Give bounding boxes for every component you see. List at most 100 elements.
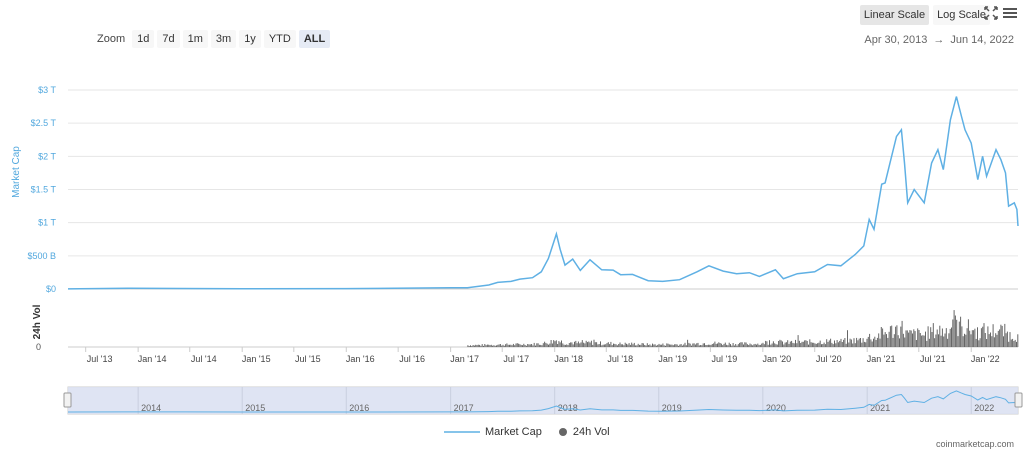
volume-bar [496,345,497,347]
x-tick-label: Jan '19 [658,354,687,364]
volume-bar [810,342,812,347]
volume-bar [780,340,782,347]
volume-bar [722,345,724,347]
volume-bar [887,337,889,347]
volume-bar [821,344,822,347]
volume-bar [678,345,679,347]
volume-bar [856,337,858,347]
volume-bar [910,330,912,347]
y-tick-label: $3 T [38,85,56,95]
volume-bar [980,328,982,347]
volume-bar [489,345,491,347]
log-scale-button[interactable]: Log Scale [933,5,990,25]
legend-volume[interactable]: 24h Vol [558,426,610,438]
volume-bar [705,345,707,347]
volume-bar [798,340,800,347]
volume-bar [610,341,612,347]
volume-bar [583,342,585,347]
volume-bar [700,345,702,347]
volume-bar [960,316,962,347]
volume-bar [754,343,756,347]
volume-bar [850,339,852,347]
zoom-ytd-button[interactable]: YTD [263,30,296,48]
fullscreen-icon[interactable] [983,5,999,21]
volume-bar [674,344,676,347]
volume-bar [952,319,954,347]
volume-bar [701,345,703,347]
x-tick-label: Jan '21 [867,354,896,364]
zoom-bar: Zoom 1d 7d 1m 3m 1y YTD ALL [97,30,331,48]
volume-bar [622,344,624,347]
x-tick-label: Jul '21 [920,354,946,364]
zoom-1d-button[interactable]: 1d [132,30,155,48]
volume-bar [494,345,496,347]
linear-scale-button[interactable]: Linear Scale [859,5,930,25]
volume-bar [475,344,477,347]
volume-bar [537,343,539,347]
navigator-left-handle[interactable] [63,392,72,408]
volume-bar [571,342,573,347]
volume-bar [860,338,861,347]
volume-bar [618,344,620,347]
volume-bar [861,342,863,347]
x-tick-label: Jan '16 [346,354,375,364]
y-tick-label: $1 T [38,218,56,228]
volume-bar [835,343,837,347]
volume-bar [848,342,850,347]
market-cap-chart[interactable]: $0 $500 B $1 T $1.5 T $2 T $2.5 T $3 T Market … [0,0,1024,420]
volume-bar [663,345,665,347]
volume-bar [783,344,785,347]
range-from[interactable]: Apr 30, 2013 [864,34,928,46]
volume-bar [844,338,846,347]
hamburger-menu-icon[interactable] [1002,5,1018,21]
navigator-year-label: 2021 [870,403,890,413]
zoom-7d-button[interactable]: 7d [157,30,180,48]
volume-bar [947,338,949,347]
volume-bar [767,344,769,347]
volume-bar [706,345,708,347]
volume-bar [592,344,594,347]
volume-bar [688,342,690,347]
volume-bar [779,339,781,347]
volume-bar [771,343,773,347]
volume-bar [681,345,683,347]
range-to[interactable]: Jun 14, 2022 [950,34,1014,46]
volume-bar [549,343,551,347]
volume-bar [990,332,991,347]
volume-bar [684,342,686,347]
date-range: Apr 30, 2013 → Jun 14, 2022 [864,34,1014,46]
volume-bar [940,335,942,347]
volume-bar [775,344,777,347]
volume-bar [788,343,790,347]
volume-bar [871,341,873,347]
navigator-right-handle[interactable] [1014,392,1023,408]
volume-bar [765,340,767,347]
volume-bar [970,334,972,347]
volume-bar [983,323,985,347]
volume-axis-label: 24h Vol [32,304,43,339]
volume-bar [737,344,739,347]
volume-bar [632,344,634,347]
volume-bar [576,343,578,347]
zoom-1y-button[interactable]: 1y [239,30,261,48]
volume-bar [815,343,817,347]
volume-bar [883,334,885,347]
y-tick-label: $1.5 T [31,185,57,195]
volume-bar [499,344,501,347]
volume-bar [925,331,926,347]
volume-bar [490,344,492,347]
zoom-all-button[interactable]: ALL [298,30,331,48]
volume-bar [939,325,941,347]
volume-bar [849,338,851,347]
volume-bar [702,343,704,347]
volume-bar [676,344,678,347]
volume-bar [880,327,882,347]
volume-bar [522,345,523,347]
volume-bar [949,328,951,347]
volume-bar [991,336,993,347]
legend-market-cap[interactable]: Market Cap [444,426,542,438]
volume-bar [806,341,808,347]
zoom-3m-button[interactable]: 3m [210,30,237,48]
volume-bar [546,343,548,347]
zoom-1m-button[interactable]: 1m [182,30,208,48]
